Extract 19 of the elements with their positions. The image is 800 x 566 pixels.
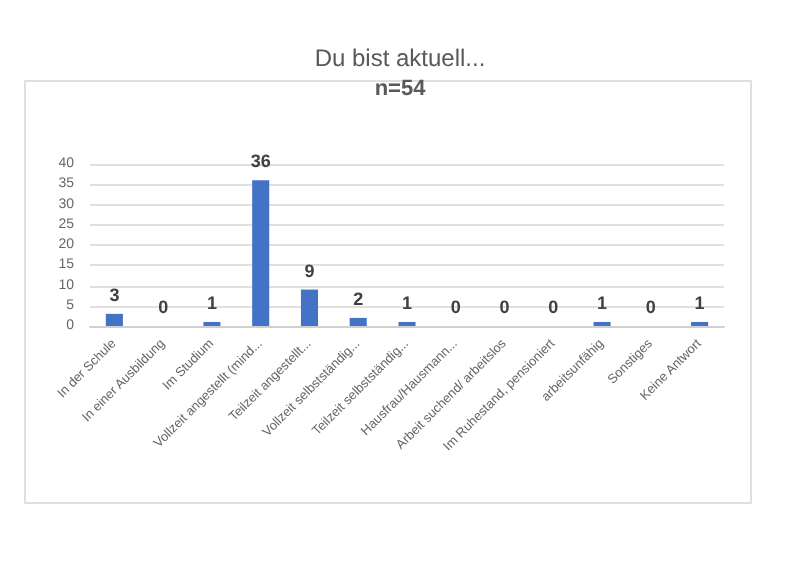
data-label: 0 xyxy=(450,297,461,317)
data-label: 1 xyxy=(401,292,413,313)
bar xyxy=(300,289,318,326)
data-label: 0 xyxy=(499,297,510,317)
data-label: 0 xyxy=(645,297,656,317)
bar xyxy=(252,180,270,326)
chart-subtitle: n=54 xyxy=(374,77,428,101)
data-label: 1 xyxy=(206,292,217,313)
data-label: 0 xyxy=(158,297,169,317)
data-label: 9 xyxy=(304,260,315,281)
data-label: 1 xyxy=(694,292,705,313)
data-label: 1 xyxy=(597,292,608,313)
bar xyxy=(349,317,367,326)
data-label: 3 xyxy=(109,284,120,305)
chart-title: Du bist aktuell... xyxy=(314,44,486,72)
data-label: 2 xyxy=(353,288,364,309)
data-label: 36 xyxy=(250,151,271,172)
data-label: 0 xyxy=(548,297,559,317)
bar xyxy=(105,313,123,326)
